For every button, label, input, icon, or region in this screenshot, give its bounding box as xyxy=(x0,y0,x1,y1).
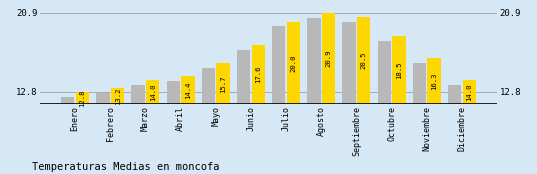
Text: 13.2: 13.2 xyxy=(114,87,121,105)
Bar xyxy=(287,22,300,104)
Text: 20.5: 20.5 xyxy=(361,52,367,69)
Text: Temperaturas Medias en moncofa: Temperaturas Medias en moncofa xyxy=(32,162,220,172)
Text: 14.0: 14.0 xyxy=(150,84,156,101)
Bar xyxy=(412,62,426,104)
Bar xyxy=(216,64,230,104)
Text: 14.4: 14.4 xyxy=(185,82,191,99)
Bar xyxy=(61,97,75,104)
Text: 20.0: 20.0 xyxy=(291,54,296,72)
Bar xyxy=(252,45,265,104)
Bar xyxy=(76,92,89,104)
Bar xyxy=(322,13,335,104)
Text: 15.7: 15.7 xyxy=(220,75,226,93)
Bar xyxy=(237,50,250,104)
Bar xyxy=(146,80,159,104)
Text: 20.9: 20.9 xyxy=(325,50,332,67)
Text: 12.8: 12.8 xyxy=(79,89,85,107)
Bar xyxy=(166,81,180,104)
Bar xyxy=(132,85,144,104)
Bar xyxy=(202,68,215,104)
Text: 18.5: 18.5 xyxy=(396,62,402,79)
Text: 17.6: 17.6 xyxy=(255,66,262,83)
Bar xyxy=(462,80,476,104)
Bar xyxy=(427,58,441,104)
Bar xyxy=(393,36,405,104)
Bar xyxy=(343,22,355,104)
Bar xyxy=(272,26,285,104)
Text: 16.3: 16.3 xyxy=(431,72,437,90)
Bar xyxy=(307,18,321,104)
Bar xyxy=(357,17,371,104)
Bar xyxy=(96,93,110,104)
Bar xyxy=(378,41,391,104)
Bar xyxy=(448,85,461,104)
Bar xyxy=(111,88,125,104)
Bar xyxy=(182,76,194,104)
Text: 14.0: 14.0 xyxy=(466,84,473,101)
